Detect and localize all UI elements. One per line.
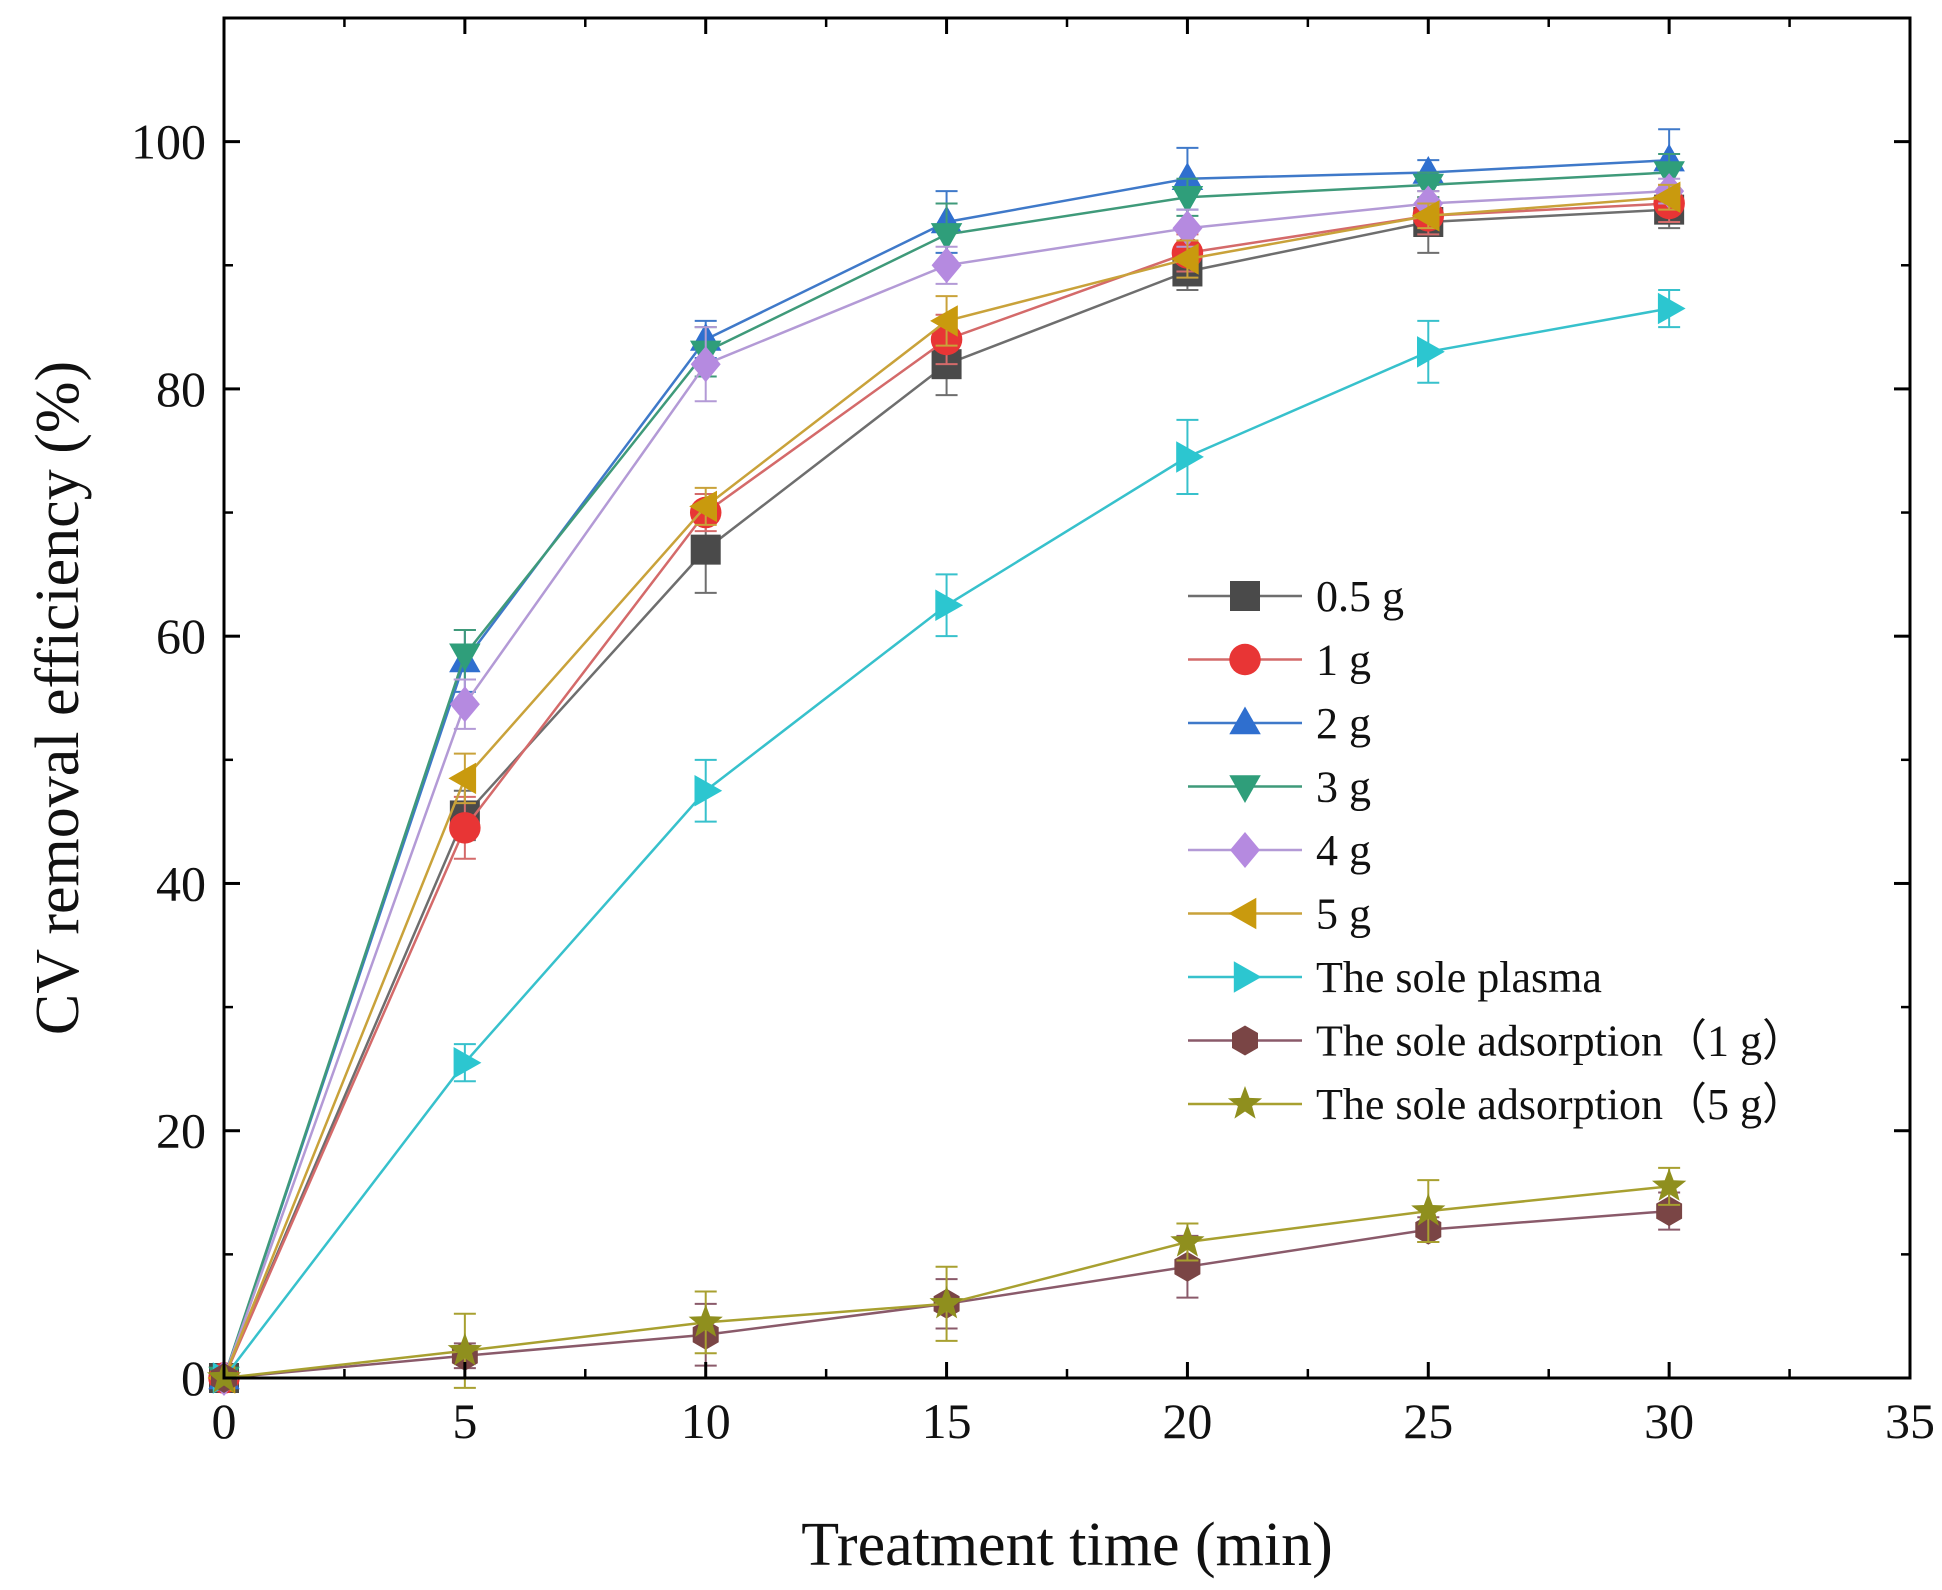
x-tick-label: 30 [1644, 1393, 1694, 1449]
legend-marker [1227, 1086, 1263, 1119]
data-point [935, 589, 964, 621]
series-layer [206, 128, 1687, 1396]
x-tick-label: 15 [922, 1393, 972, 1449]
x-tick-label: 25 [1403, 1393, 1453, 1449]
data-point [1174, 1251, 1201, 1282]
legend-marker [1229, 643, 1261, 676]
data-point [688, 1304, 723, 1337]
x-tick-label: 5 [452, 1393, 477, 1449]
legend-item: The sole adsorption（5 g） [1188, 1080, 1806, 1129]
x-tick-label: 20 [1162, 1393, 1212, 1449]
x-tick-label: 10 [681, 1393, 731, 1449]
legend-label: 3 g [1316, 763, 1371, 812]
data-point [449, 812, 481, 844]
legend-label: The sole plasma [1316, 953, 1602, 1002]
series-9 [206, 1166, 1687, 1393]
legend-marker [1229, 706, 1261, 735]
legend-label: The sole adsorption（1 g） [1316, 1017, 1806, 1066]
legend-item: 4 g [1188, 826, 1371, 875]
x-tick-label: 35 [1885, 1393, 1935, 1449]
legend-label: 2 g [1316, 699, 1371, 748]
legend-item: 1 g [1188, 636, 1371, 685]
data-point [929, 1285, 964, 1319]
data-point [1411, 200, 1440, 232]
legend-marker [1229, 775, 1261, 803]
data-point [690, 346, 721, 383]
legend-label: 1 g [1316, 636, 1371, 685]
data-point [689, 490, 717, 523]
x-axis-title: Treatment time (min) [801, 1511, 1333, 1579]
y-tick-label: 20 [156, 1103, 206, 1159]
legend-item: 2 g [1188, 699, 1371, 748]
data-point [453, 1047, 482, 1079]
axis-ticks: 0 5 10 15 20 25 30 35 0 20 40 60 80 100 [131, 18, 1935, 1449]
legend-marker [1232, 1025, 1258, 1056]
data-point [1652, 1168, 1687, 1201]
data-point [449, 643, 481, 672]
series-line [223, 307, 1670, 1379]
data-point [690, 534, 721, 565]
legend-item: 0.5 g [1188, 572, 1404, 621]
y-tick-label: 60 [156, 608, 206, 664]
data-point [1656, 1196, 1683, 1227]
data-point [930, 305, 958, 337]
data-point [448, 762, 477, 795]
data-point [1411, 1193, 1446, 1226]
data-point [1171, 186, 1204, 214]
legend-item: 3 g [1188, 763, 1371, 812]
data-point [1172, 210, 1203, 247]
data-point [447, 1332, 482, 1366]
data-point [1652, 181, 1681, 213]
y-axis-title: CV removal efficiency (%) [24, 361, 92, 1035]
y-tick-label: 40 [156, 855, 206, 911]
legend-item: The sole adsorption（1 g） [1188, 1017, 1806, 1066]
legend-marker [1230, 581, 1260, 611]
series-7 [212, 289, 1686, 1394]
y-tick-label: 80 [156, 361, 206, 417]
legend-label: 4 g [1316, 826, 1371, 875]
data-point [1176, 441, 1204, 473]
legend-item: 5 g [1188, 890, 1371, 939]
y-tick-label: 100 [131, 114, 206, 170]
data-point [1657, 292, 1686, 325]
legend-label: The sole adsorption（5 g） [1316, 1080, 1806, 1129]
legend-marker [1230, 832, 1260, 868]
legend-marker [1233, 961, 1262, 993]
data-point [1170, 243, 1199, 275]
legend-item: The sole plasma [1188, 953, 1602, 1002]
legend-label: 0.5 g [1316, 572, 1404, 621]
x-tick-label: 0 [212, 1393, 237, 1449]
data-point [1417, 336, 1445, 368]
legend-label: 5 g [1316, 890, 1371, 939]
data-point [449, 686, 480, 723]
data-point [930, 223, 963, 251]
data-point [1171, 162, 1204, 190]
legend: 0.5 g 1 g 2 g 3 g 4 g 5 g The sole plasma The s… [1188, 572, 1806, 1129]
data-point [1170, 1224, 1205, 1257]
series-1 [209, 190, 1685, 1393]
legend-marker [1228, 897, 1257, 930]
y-tick-label: 0 [181, 1350, 206, 1406]
data-point [694, 775, 723, 807]
data-point [931, 247, 962, 284]
